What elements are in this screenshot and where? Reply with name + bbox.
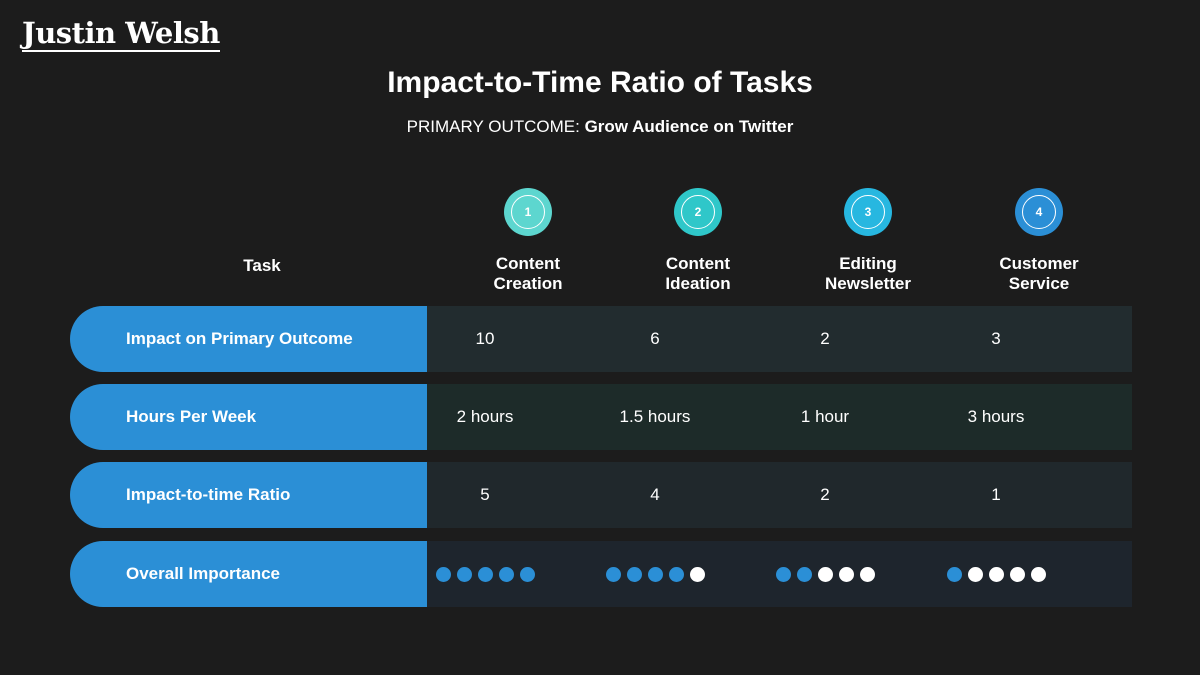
column-label: Content Creation [493,254,563,293]
row-label: Impact on Primary Outcome [70,306,427,372]
importance-dot-filled [796,566,812,582]
table-cell: 3 hours [967,407,1025,426]
column-number: 1 [511,195,545,229]
importance-dot-empty [838,566,854,582]
importance-dot-filled [498,566,514,582]
importance-dot-empty [1030,566,1046,582]
brand-logo: Justin Welsh [22,16,220,52]
importance-dot-filled [775,566,791,582]
column-header-1: 1 Content Creation [453,188,603,294]
column-number: 3 [851,195,885,229]
table-cell: 6 [650,329,660,348]
table-cell: 1.5 hours [619,407,691,426]
column-label: Customer Service [999,254,1079,293]
row-label: Hours Per Week [70,384,427,450]
table-cell: 2 [820,485,830,504]
column-header-2: 2 Content Ideation [623,188,773,294]
column-header-4: 4 Customer Service [964,188,1114,294]
column-badge: 1 [504,188,552,236]
importance-dot-empty [1009,566,1025,582]
table-row-importance: Overall Importance [70,541,1132,607]
importance-rating [410,541,560,607]
column-badge: 2 [674,188,722,236]
importance-rating [750,541,900,607]
task-column-header: Task [243,256,281,275]
table-cell: 10 [475,329,495,348]
importance-dot-filled [946,566,962,582]
importance-dot-filled [626,566,642,582]
importance-dot-filled [647,566,663,582]
column-number: 4 [1022,195,1056,229]
table-cell: 2 [820,329,830,348]
importance-dot-empty [689,566,705,582]
row-cells [427,541,1132,607]
row-cells: 5 4 2 1 [427,462,1132,528]
row-label: Impact-to-time Ratio [70,462,427,528]
table-cell: 3 [991,329,1001,348]
table-row-hours: Hours Per Week 2 hours 1.5 hours 1 hour … [70,384,1132,450]
table-row-impact: Impact on Primary Outcome 10 6 2 3 [70,306,1132,372]
column-number: 2 [681,195,715,229]
importance-dot-filled [668,566,684,582]
importance-dot-empty [859,566,875,582]
importance-dot-filled [477,566,493,582]
column-label: Editing Newsletter [825,254,911,293]
column-badge: 3 [844,188,892,236]
column-label: Content Ideation [665,254,731,293]
row-cells: 2 hours 1.5 hours 1 hour 3 hours [427,384,1132,450]
importance-dot-filled [435,566,451,582]
importance-dot-empty [817,566,833,582]
page-subtitle: PRIMARY OUTCOME: Grow Audience on Twitte… [0,117,1200,137]
table-cell: 5 [480,485,490,504]
table-cell: 1 [991,485,1001,504]
importance-rating [921,541,1071,607]
importance-dot-filled [605,566,621,582]
importance-dot-filled [456,566,472,582]
table-row-ratio: Impact-to-time Ratio 5 4 2 1 [70,462,1132,528]
column-badge: 4 [1015,188,1063,236]
table-cell: 4 [650,485,660,504]
row-cells: 10 6 2 3 [427,306,1132,372]
subtitle-label: PRIMARY OUTCOME: [406,117,580,136]
table-cell: 2 hours [456,407,514,426]
table-cell: 1 hour [800,407,850,426]
importance-dot-empty [967,566,983,582]
importance-dot-filled [519,566,535,582]
importance-rating [580,541,730,607]
subtitle-value: Grow Audience on Twitter [584,117,794,136]
page-title: Impact-to-Time Ratio of Tasks [387,66,813,99]
importance-dot-empty [988,566,1004,582]
column-header-3: 3 Editing Newsletter [793,188,943,294]
row-label: Overall Importance [70,541,427,607]
